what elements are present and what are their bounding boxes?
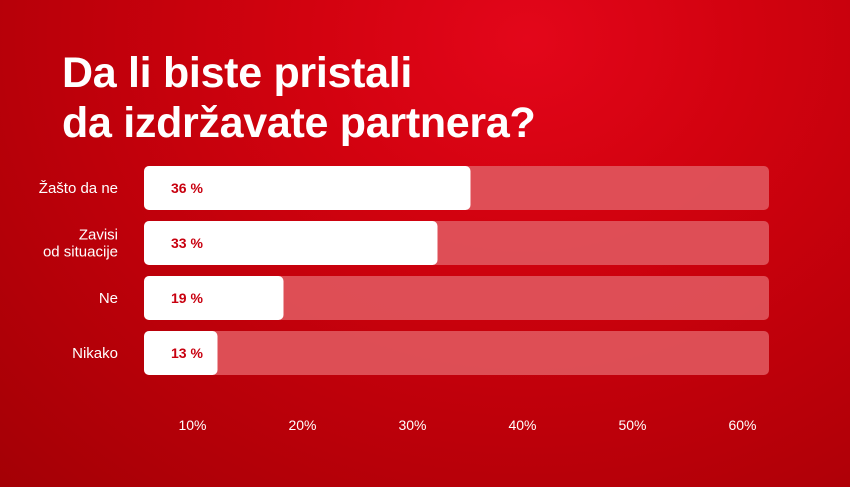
bar-value-label-0: 36 % (171, 180, 203, 196)
bar-value-label-1: 33 % (171, 235, 203, 251)
category-label-0-0: Žašto da ne (39, 180, 118, 197)
bar-1 (144, 221, 438, 265)
category-label-2-0: Ne (99, 290, 118, 307)
bar-track-3 (144, 331, 769, 375)
x-tick-label-3: 40% (508, 417, 536, 433)
bar-value-label-3: 13 % (171, 345, 203, 361)
category-label-3-0: Nikako (72, 345, 118, 362)
category-label-1-0: Zavisi (79, 227, 118, 244)
chart-title-line-1: Da li biste pristali (62, 49, 413, 97)
bar-track-2 (144, 276, 769, 320)
x-tick-label-0: 10% (178, 417, 206, 433)
x-tick-label-2: 30% (398, 417, 426, 433)
bar-3 (144, 331, 218, 375)
x-tick-label-1: 20% (288, 417, 316, 433)
bar-0 (144, 166, 471, 210)
category-label-1-1: od situacije (43, 244, 118, 261)
chart-title-line-2: da izdržavate partnera? (62, 99, 536, 147)
bar-value-label-2: 19 % (171, 290, 203, 306)
bar-2 (144, 276, 284, 320)
chart-title: Da li biste pristali da izdržavate partn… (62, 48, 536, 148)
x-tick-label-4: 50% (618, 417, 646, 433)
x-tick-label-5: 60% (728, 417, 756, 433)
